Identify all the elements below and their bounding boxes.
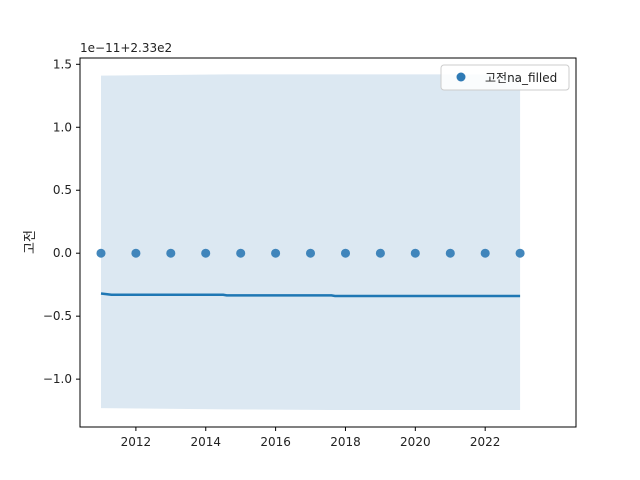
y-tick-label: −1.0 [43, 372, 72, 386]
data-point [375, 248, 385, 258]
y-tick-label: 1.5 [53, 57, 72, 71]
data-points-layer [96, 248, 525, 258]
x-tick-label: 2020 [400, 435, 431, 449]
y-tick-label: 0.5 [53, 183, 72, 197]
regression-line [100, 292, 521, 298]
regression-line-layer [100, 292, 521, 298]
data-point [515, 248, 525, 258]
data-point [131, 248, 141, 258]
legend-marker [456, 72, 466, 82]
data-point [201, 248, 211, 258]
data-point [271, 248, 281, 258]
x-tick-label: 2022 [470, 435, 501, 449]
y-ticks: 1.5 1.0 0.5 0.0 −0.5 −1.0 [43, 57, 80, 386]
plot-frame [79, 57, 577, 428]
data-point [480, 248, 490, 258]
data-point [306, 248, 315, 258]
data-point [341, 248, 350, 258]
x-tick-label: 2012 [121, 435, 152, 449]
x-tick-label: 2014 [190, 435, 221, 449]
data-point [236, 248, 246, 258]
legend-label: 고전na_filled [485, 71, 557, 85]
data-point [96, 248, 106, 258]
y-tick-label: 0.0 [53, 246, 72, 260]
x-tick-label: 2016 [260, 435, 291, 449]
data-point [166, 248, 176, 258]
data-point [445, 248, 455, 258]
legend-box [440, 64, 570, 91]
legend: 고전na_filled [440, 64, 570, 91]
x-ticks: 2012 2014 2016 2018 2020 2022 [121, 427, 501, 449]
data-point [410, 248, 420, 258]
y-tick-label: 1.0 [53, 120, 72, 134]
confidence-band [101, 74, 521, 411]
confidence-band-layer [101, 74, 521, 411]
y-tick-label: −0.5 [43, 309, 72, 323]
x-tick-label: 2018 [330, 435, 361, 449]
y-offset-label: 1e−11+2.33e2 [80, 41, 172, 55]
y-axis-label: 고전 [23, 230, 38, 254]
